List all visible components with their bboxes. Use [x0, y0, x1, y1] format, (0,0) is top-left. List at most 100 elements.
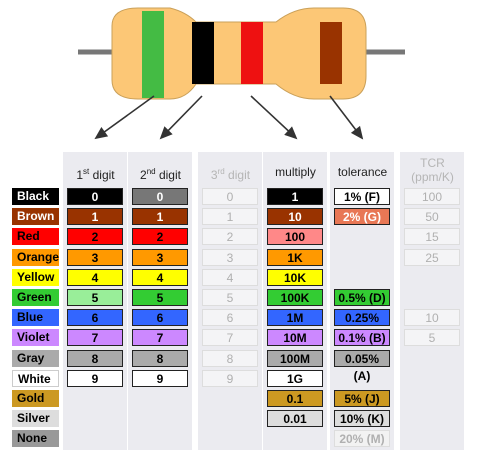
cell-d3-violet: 7 — [202, 329, 258, 346]
cell-tol-none: 20% (M) — [334, 430, 390, 447]
color-label-silver: Silver — [12, 410, 59, 427]
color-label-brown: Brown — [12, 208, 59, 225]
cell-d3-yellow: 4 — [202, 269, 258, 286]
color-label-none: None — [12, 430, 59, 447]
cell-tol-gray: 0.05% (A) — [334, 350, 390, 383]
cell-d1-green: 5 — [67, 289, 123, 306]
color-label-orange: Orange — [12, 249, 59, 266]
cell-mult-silver: 0.01 — [267, 410, 323, 427]
header-num: 3 — [210, 168, 218, 182]
cell-d1-white: 9 — [67, 370, 123, 387]
cell-mult-black: 1 — [267, 188, 323, 205]
resistor-band-4 — [320, 22, 342, 84]
resistor-illustration — [78, 7, 405, 140]
cell-mult-red: 100 — [267, 228, 323, 245]
resistor-body — [111, 7, 367, 100]
header-sup: rd — [217, 167, 225, 176]
cell-d3-blue: 6 — [202, 309, 258, 326]
cell-d1-red: 2 — [67, 228, 123, 245]
cell-d3-orange: 3 — [202, 249, 258, 266]
cell-d2-black: 0 — [132, 188, 188, 205]
cell-tol-gold: 5% (J) — [334, 390, 390, 407]
header-tolerance: tolerance — [330, 165, 395, 179]
resistor-band-1 — [142, 11, 164, 98]
cell-d1-yellow: 4 — [67, 269, 123, 286]
cell-mult-gray: 100M — [267, 350, 323, 367]
cell-d3-black: 0 — [202, 188, 258, 205]
color-label-black: Black — [12, 188, 59, 205]
cell-d3-green: 5 — [202, 289, 258, 306]
cell-d3-gray: 8 — [202, 350, 258, 367]
cell-d3-red: 2 — [202, 228, 258, 245]
header-digit3: 3rd digit — [198, 165, 263, 182]
header-text: multiply — [275, 165, 316, 179]
resistor-band-2 — [192, 22, 214, 84]
band-arrow-head-1 — [94, 127, 109, 140]
cell-tcr-blue: 10 — [404, 309, 460, 326]
cell-tcr-brown: 50 — [404, 208, 460, 225]
cell-d3-white: 9 — [202, 370, 258, 387]
cell-d3-brown: 1 — [202, 208, 258, 225]
header-num: 2 — [140, 168, 147, 182]
color-label-white: White — [12, 370, 59, 387]
header-line1: TCR — [420, 156, 445, 170]
cell-d2-yellow: 4 — [132, 269, 188, 286]
cell-tol-brown: 2% (G) — [334, 208, 390, 225]
cell-d1-orange: 3 — [67, 249, 123, 266]
band-arrow-head-4 — [350, 125, 364, 140]
cell-mult-green: 100K — [267, 289, 323, 306]
cell-d2-blue: 6 — [132, 309, 188, 326]
cell-d2-gray: 8 — [132, 350, 188, 367]
cell-mult-gold: 0.1 — [267, 390, 323, 407]
cell-mult-yellow: 10K — [267, 269, 323, 286]
color-label-gray: Gray — [12, 350, 59, 367]
header-text: tolerance — [337, 165, 388, 179]
color-label-violet: Violet — [12, 329, 59, 346]
cell-d1-gray: 8 — [67, 350, 123, 367]
color-label-green: Green — [12, 289, 59, 306]
header-sup: st — [83, 167, 90, 176]
header-digit1: 1st digit — [63, 165, 128, 182]
cell-mult-white: 1G — [267, 370, 323, 387]
cell-d2-white: 9 — [132, 370, 188, 387]
band-arrow-1 — [95, 95, 155, 139]
band-arrow-head-2 — [159, 126, 173, 140]
band-arrows — [94, 95, 364, 140]
cell-d2-violet: 7 — [132, 329, 188, 346]
cell-tol-silver: 10% (K) — [334, 410, 390, 427]
cell-tcr-black: 100 — [404, 188, 460, 205]
color-label-red: Red — [12, 228, 59, 245]
header-multiply: multiply — [263, 165, 328, 179]
cell-tol-green: 0.5% (D) — [334, 289, 390, 306]
cell-tol-black: 1% (F) — [334, 188, 390, 205]
cell-mult-brown: 10 — [267, 208, 323, 225]
header-text: digit — [89, 168, 115, 182]
color-label-blue: Blue — [12, 309, 59, 326]
cell-d1-violet: 7 — [67, 329, 123, 346]
cell-d1-blue: 6 — [67, 309, 123, 326]
cell-tol-blue: 0.25% (C) — [334, 309, 390, 342]
resistor-band-3 — [241, 22, 263, 84]
band-arrow-head-3 — [284, 126, 298, 140]
header-text: digit — [155, 168, 181, 182]
header-tcr: TCR (ppm/K) — [400, 156, 465, 184]
cell-tcr-violet: 5 — [404, 329, 460, 346]
header-digit2: 2nd digit — [128, 165, 193, 182]
cell-d2-red: 2 — [132, 228, 188, 245]
cell-d2-green: 5 — [132, 289, 188, 306]
cell-tol-violet: 0.1% (B) — [334, 329, 390, 346]
cell-tcr-orange: 25 — [404, 249, 460, 266]
color-label-gold: Gold — [12, 390, 59, 407]
header-line2: (ppm/K) — [411, 170, 454, 184]
cell-d1-black: 0 — [67, 188, 123, 205]
cell-d2-orange: 3 — [132, 249, 188, 266]
cell-d2-brown: 1 — [132, 208, 188, 225]
header-text: digit — [224, 168, 251, 182]
cell-mult-orange: 1K — [267, 249, 323, 266]
header-sup: nd — [146, 167, 156, 176]
cell-d1-brown: 1 — [67, 208, 123, 225]
cell-tcr-red: 15 — [404, 228, 460, 245]
cell-mult-blue: 1M — [267, 309, 323, 326]
header-num: 1 — [76, 168, 84, 182]
